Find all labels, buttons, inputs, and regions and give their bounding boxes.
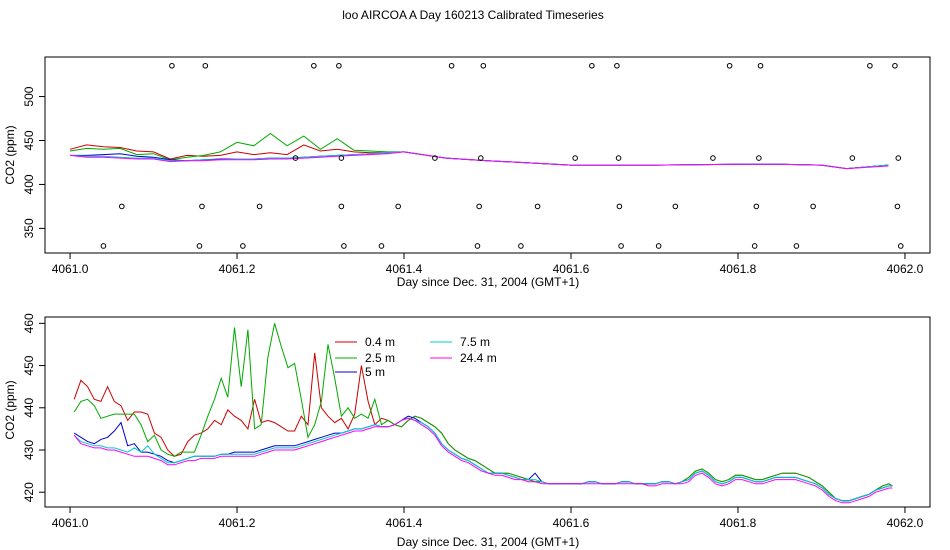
top-point-marker [341,243,347,249]
top-point-marker [311,62,317,69]
top-point-marker [726,62,733,69]
top-point-marker [672,203,679,210]
top-y-axis: 350 400 450 500 [22,86,45,238]
top-point-marker [615,155,622,161]
top-point-marker [793,243,800,249]
bottom-y-tick-label: 430 [22,440,36,460]
bottom-x-axis-label: Day since Dec. 31, 2004 (GMT+1) [397,535,579,549]
bottom-series-line-1 [73,323,893,502]
top-point-marker [196,243,203,249]
top-plot-frame [44,56,931,254]
top-y-tick-label: 500 [22,86,36,106]
top-point-marker [534,203,541,210]
top-point-marker [169,62,175,69]
top-point-marker [476,203,482,210]
top-point-marker [895,155,902,161]
bottom-x-axis: 4061.0 4061.2 4061.4 4061.6 4061.8 4062.0 [52,507,924,530]
top-point-marker [202,62,209,69]
bottom-y-tick-label: 420 [22,482,36,502]
legend-label: 24.4 m [460,351,497,365]
top-point-marker [753,203,760,210]
bottom-plot-frame [44,316,931,508]
top-point-marker [756,155,762,161]
top-point-marker [395,203,401,210]
top-x-tick-label: 4061.2 [219,262,256,276]
legend-label: 0.4 m [365,335,395,349]
bottom-y-tick-label: 450 [22,355,36,375]
top-point-marker [589,62,595,69]
top-point-marker [710,155,716,161]
top-point-marker [757,62,764,69]
legend: 0.4 m 2.5 m5 m 7.5 m 24.4 m [335,335,497,379]
top-point-marker [119,203,125,210]
top-point-marker [618,243,624,249]
bottom-y-axis-label: CO2 (ppm) [3,380,17,439]
top-y-tick-label: 450 [22,130,36,150]
legend-label: 5 m [365,365,385,379]
top-point-marker [474,243,481,249]
bottom-x-tick-label: 4061.2 [219,516,256,530]
top-point-marker [616,203,623,210]
bottom-series-line-2 [73,415,893,502]
top-point-marker [810,203,816,210]
top-point-marker [256,203,263,210]
legend-label: 7.5 m [460,335,490,349]
top-point-markers [100,62,904,249]
bottom-series-line-3 [73,417,893,502]
legend-label: 2.5 m [365,351,395,365]
top-series-lines [69,132,889,170]
top-point-marker [894,203,901,210]
top-x-tick-label: 4061.0 [52,262,89,276]
figure-title: loo AIRCOA A Day 160213 Calibrated Times… [342,8,603,22]
bottom-x-tick-label: 4061.0 [52,516,89,530]
top-panel: 4061.0 4061.2 4061.4 4061.6 4061.8 4062.0 350… [3,56,931,289]
top-y-tick-label: 400 [22,174,36,194]
top-point-marker [614,62,620,69]
top-point-marker [338,203,345,210]
bottom-x-tick-label: 4062.0 [887,516,924,530]
bottom-x-tick-label: 4061.4 [386,516,423,530]
top-x-axis-label: Day since Dec. 31, 2004 (GMT+1) [397,275,579,289]
bottom-series-line-4 [73,417,893,504]
top-point-marker [478,155,484,161]
top-point-marker [448,62,455,69]
top-point-marker [897,243,904,249]
top-point-marker [336,62,342,69]
top-point-marker [100,243,107,249]
top-x-tick-label: 4062.0 [887,262,924,276]
bottom-y-tick-label: 460 [22,313,36,333]
top-point-marker [240,243,246,249]
top-x-axis: 4061.0 4061.2 4061.4 4061.6 4061.8 4062.0 [52,253,924,276]
bottom-x-tick-label: 4061.8 [720,516,757,530]
top-point-marker [378,243,385,249]
bottom-panel: 4061.0 4061.2 4061.4 4061.6 4061.8 4062.0 420… [3,313,931,549]
top-x-tick-label: 4061.6 [553,262,590,276]
top-point-marker [655,243,662,249]
top-point-marker [892,62,898,69]
top-point-marker [867,62,873,69]
bottom-y-axis: 420 430 440 450 460 [22,313,45,502]
top-point-marker [572,155,578,161]
bottom-series-line-0 [73,352,893,502]
top-point-marker [518,243,524,249]
top-point-marker [480,62,487,69]
top-series-line-4 [69,151,889,170]
top-point-marker [751,243,758,249]
top-point-marker [199,203,205,210]
top-y-axis-label: CO2 (ppm) [3,125,17,184]
bottom-x-tick-label: 4061.6 [553,516,590,530]
top-y-tick-label: 350 [22,218,36,238]
top-x-tick-label: 4061.8 [720,262,757,276]
top-series-line-1 [69,132,889,170]
top-point-marker [338,155,345,161]
top-x-tick-label: 4061.4 [386,262,423,276]
top-point-marker [849,155,856,161]
top-point-marker [292,155,299,161]
bottom-series-lines [73,323,893,504]
bottom-y-tick-label: 440 [22,397,36,417]
top-point-marker [432,155,438,161]
